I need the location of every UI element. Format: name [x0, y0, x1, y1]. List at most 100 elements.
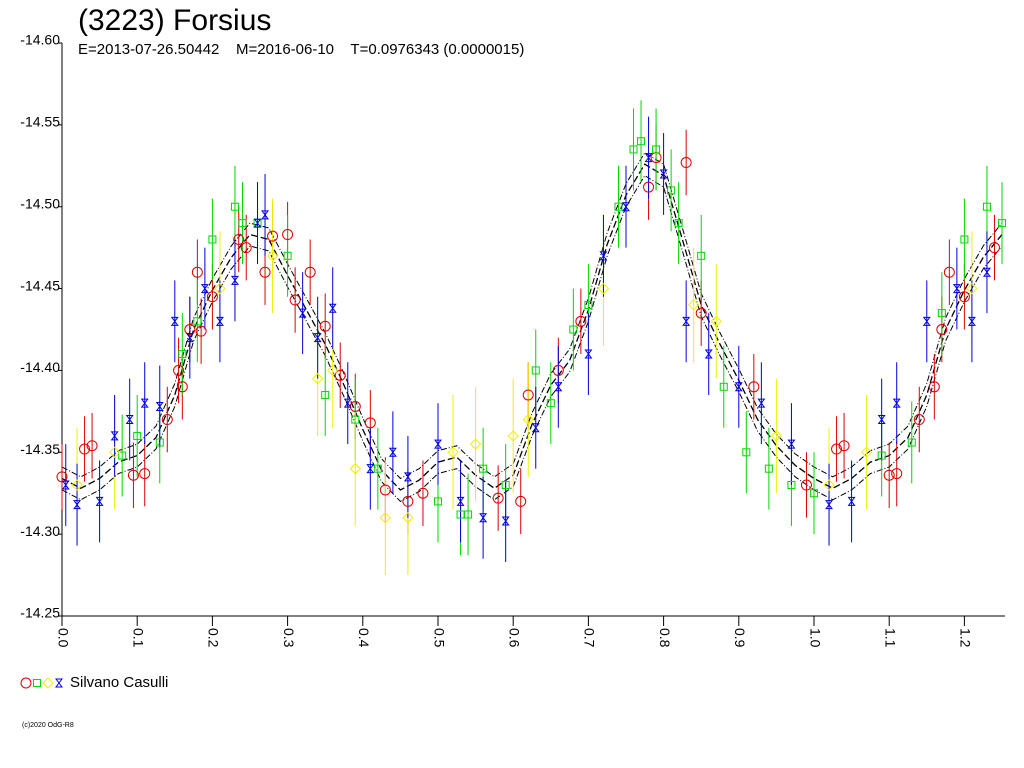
- x-tick-label: 1.2: [958, 628, 974, 648]
- point: [259, 266, 271, 278]
- point: [133, 431, 142, 440]
- x-tick-label: 0.8: [657, 628, 673, 648]
- point: [552, 364, 564, 376]
- point: [433, 439, 442, 449]
- x-tick-label: 0.3: [281, 628, 297, 648]
- y-tick-label: -14.45: [20, 277, 60, 293]
- point: [200, 284, 209, 294]
- point: [127, 469, 139, 481]
- point: [960, 235, 969, 244]
- point: [185, 333, 194, 343]
- point: [282, 229, 294, 241]
- x-tick-label: 0.5: [431, 628, 447, 648]
- point: [388, 447, 397, 457]
- point: [230, 275, 239, 285]
- point: [379, 484, 391, 496]
- point: [379, 512, 392, 524]
- y-tick-label: -14.25: [20, 605, 60, 621]
- point: [584, 349, 593, 359]
- point: [501, 481, 510, 490]
- point: [643, 181, 655, 193]
- point: [176, 381, 188, 393]
- x-tick-label: 0.2: [206, 628, 222, 648]
- point: [883, 469, 895, 481]
- point: [982, 267, 991, 277]
- point: [659, 169, 668, 179]
- point: [125, 415, 134, 425]
- x-tick-label: 0.6: [506, 628, 522, 648]
- point: [695, 307, 707, 319]
- point: [349, 462, 361, 475]
- point: [621, 202, 630, 212]
- point: [73, 500, 82, 510]
- point: [522, 389, 534, 401]
- point: [936, 324, 948, 335]
- point: [719, 382, 728, 391]
- legend-symbol: [42, 677, 54, 689]
- point: [118, 451, 127, 460]
- point: [967, 316, 976, 326]
- point: [907, 438, 916, 447]
- point: [61, 480, 70, 490]
- legend-symbol: [55, 678, 63, 688]
- point: [787, 481, 796, 490]
- point: [456, 496, 465, 506]
- point: [191, 266, 203, 278]
- point: [531, 423, 540, 433]
- point: [253, 218, 262, 228]
- point: [110, 431, 119, 441]
- point: [629, 145, 638, 154]
- point: [327, 364, 339, 377]
- x-tick-label: 0.1: [130, 628, 146, 648]
- point: [637, 137, 646, 146]
- point: [687, 299, 700, 311]
- point: [599, 251, 608, 261]
- point: [652, 145, 661, 154]
- point: [757, 398, 766, 408]
- point: [479, 513, 488, 523]
- chart-title: (3223) Forsius: [78, 4, 271, 37]
- point: [140, 398, 149, 408]
- point: [501, 516, 510, 526]
- point: [433, 497, 442, 506]
- point: [847, 496, 856, 506]
- point: [173, 364, 185, 376]
- point: [710, 315, 722, 328]
- point: [313, 333, 322, 343]
- point: [108, 446, 121, 458]
- x-tick-label: 0.7: [582, 628, 598, 648]
- point: [958, 291, 970, 303]
- point: [507, 430, 519, 442]
- point: [155, 401, 164, 411]
- point: [464, 510, 473, 519]
- point: [860, 446, 873, 458]
- point: [214, 282, 226, 295]
- point: [952, 284, 961, 294]
- point: [447, 446, 459, 458]
- point: [373, 464, 382, 473]
- point: [913, 414, 925, 426]
- point: [155, 438, 164, 447]
- point: [575, 315, 587, 327]
- point: [195, 325, 207, 337]
- point: [343, 398, 352, 408]
- chart-subtitle: E=2013-07-26.50442 M=2016-06-10 T=0.0976…: [78, 41, 524, 58]
- point: [184, 324, 196, 335]
- point: [334, 369, 346, 381]
- point: [215, 316, 224, 326]
- point: [170, 316, 179, 326]
- point: [838, 440, 850, 452]
- point: [546, 399, 555, 408]
- point: [351, 415, 360, 424]
- point: [770, 430, 783, 442]
- point: [161, 414, 173, 426]
- point: [456, 510, 465, 519]
- point: [298, 308, 307, 318]
- point: [79, 443, 91, 455]
- curve-envelope: [61, 152, 1003, 480]
- point: [328, 303, 337, 313]
- point: [267, 230, 279, 242]
- y-tick-label: -14.35: [20, 441, 60, 457]
- point: [71, 479, 83, 491]
- point: [569, 325, 578, 334]
